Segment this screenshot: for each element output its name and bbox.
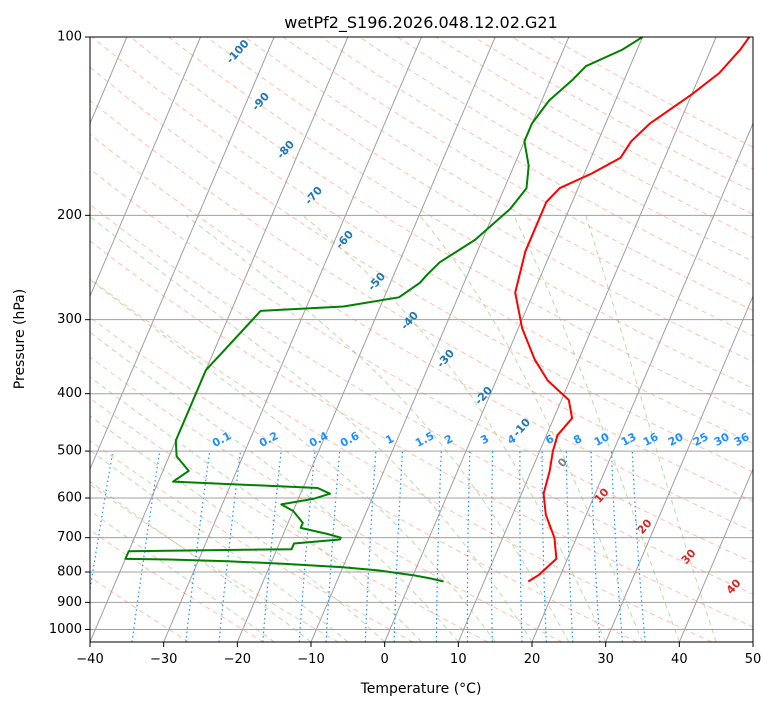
dry-adiabat-line <box>90 397 488 642</box>
mixing-ratio-label: 10 <box>592 430 612 449</box>
mixing-ratio-line <box>393 451 404 642</box>
y-tick-label: 600 <box>57 491 82 506</box>
y-tick-label: 1000 <box>49 622 82 637</box>
isotherm-line <box>457 37 717 642</box>
mixing-ratio-line <box>435 451 442 642</box>
x-tick-label: −30 <box>150 652 177 667</box>
y-tick-label: 500 <box>57 444 82 459</box>
isotherm-line <box>236 37 496 642</box>
x-tick-label: 30 <box>597 652 614 667</box>
x-axis-title: Temperature (°C) <box>360 681 482 697</box>
isotherm-line <box>384 37 643 642</box>
y-tick-label: 300 <box>57 312 82 327</box>
mixing-ratio-label: 16 <box>641 430 661 449</box>
x-tick-label: 10 <box>450 652 467 667</box>
mixing-ratio-label: 20 <box>666 430 686 449</box>
mixing-ratio-label: 36 <box>732 430 752 449</box>
mixing-ratio-line <box>631 451 646 642</box>
dry-adiabat-line <box>90 240 753 628</box>
mixing-ratio-line <box>565 451 574 642</box>
dry-adiabat-line <box>90 133 753 533</box>
moist-adiabat-line <box>90 331 459 642</box>
dry-adiabat-line <box>130 37 753 417</box>
y-axis: 100 200 300 400 500 600 700 800 900 1000 <box>49 30 90 637</box>
moist-adiabat-line <box>90 215 533 642</box>
series-layer <box>124 37 751 583</box>
dry-adiabat-line <box>282 37 753 312</box>
isotherm-line <box>531 122 753 642</box>
moist-adiabat-line <box>419 214 643 642</box>
y-tick-label: 800 <box>57 565 82 580</box>
x-tick-label: 40 <box>671 652 688 667</box>
isotherm-line <box>163 37 422 642</box>
x-tick-label: −10 <box>297 652 324 667</box>
dewpoint-profile-line <box>124 37 644 583</box>
mixing-ratio-line <box>466 451 471 642</box>
dry-adiabat-line <box>90 483 339 642</box>
dry-adiabat-line <box>90 203 753 595</box>
mixing-ratio-line <box>610 451 623 642</box>
dry-adiabat-line <box>90 356 563 642</box>
moist-adiabat-line <box>90 481 312 642</box>
y-tick-label: 200 <box>57 208 82 223</box>
isotherm-line <box>678 467 753 642</box>
y-axis-title: Pressure (hPa) <box>12 289 28 389</box>
x-axis: −40 −30 −20 −10 0 10 20 30 40 50 <box>76 642 761 667</box>
dry-adiabat-line <box>90 66 753 473</box>
dry-adiabat-line <box>90 168 753 563</box>
mixing-ratio-line <box>541 451 547 642</box>
y-tick-label: 100 <box>57 30 82 45</box>
mixing-ratio-line <box>490 451 494 642</box>
mixing-ratio-line <box>325 451 341 642</box>
y-tick-label: 700 <box>57 530 82 545</box>
mixing-ratio-label: 13 <box>619 430 639 449</box>
isotherm-line <box>90 37 275 471</box>
plot-frame <box>89 36 754 643</box>
mixing-ratio-line <box>298 451 316 642</box>
mixing-ratio-line <box>218 451 242 642</box>
mixing-ratio-label: 30 <box>712 430 732 449</box>
mixing-ratio-line <box>519 451 523 642</box>
y-tick-label: 900 <box>57 595 82 610</box>
mixing-ratio-line <box>262 451 282 642</box>
moist-adiabat-line <box>185 214 570 642</box>
isotherm-line <box>90 37 349 642</box>
dry-adiabat-line <box>206 37 753 363</box>
y-tick-label: 400 <box>57 386 82 401</box>
moist-adiabat-line <box>585 215 717 642</box>
isotherm-line <box>90 37 201 298</box>
mixing-ratio-line <box>185 451 211 642</box>
x-tick-label: 50 <box>745 652 762 667</box>
moist-adiabat-line <box>90 415 386 642</box>
mixing-ratio-line <box>590 451 601 642</box>
mixing-ratio-line <box>131 451 161 642</box>
x-tick-label: 0 <box>381 652 389 667</box>
moist-adiabat-line <box>302 214 607 642</box>
mixing-ratio-line <box>90 450 114 594</box>
temperature-profile-line <box>514 37 751 583</box>
x-tick-label: −20 <box>224 652 251 667</box>
x-tick-label: 20 <box>524 652 541 667</box>
moist-adiabat-line <box>513 215 680 642</box>
mixing-ratio-label: 25 <box>691 430 711 449</box>
x-tick-label: −40 <box>76 652 103 667</box>
mixing-ratio-line <box>364 451 377 642</box>
background-lines <box>90 37 753 642</box>
chart-title: wetPf2_S196.2026.048.12.02.G21 <box>284 13 558 33</box>
isotherm-line <box>605 295 753 642</box>
